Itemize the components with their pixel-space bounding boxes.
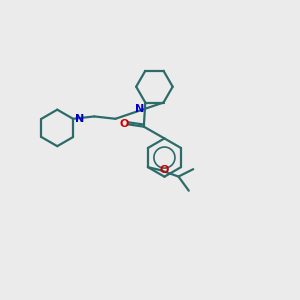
Text: O: O [159, 165, 168, 175]
Text: N: N [135, 104, 144, 114]
Text: N: N [74, 114, 84, 124]
Text: O: O [119, 119, 128, 129]
